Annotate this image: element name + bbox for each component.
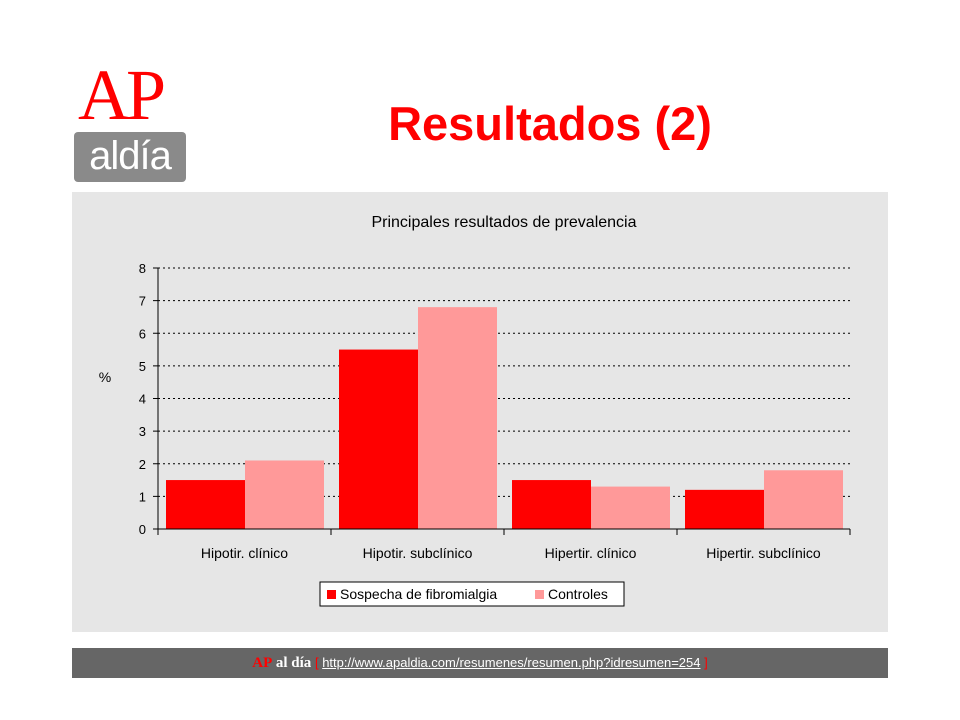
footer-bracket-open: [: [314, 655, 319, 670]
footer-bar: AP al día [ http://www.apaldia.com/resum…: [72, 648, 888, 678]
footer-aldia: al día: [275, 655, 312, 671]
chart-panel: Principales resultados de prevalencia 0 1 2…: [72, 192, 888, 632]
legend-box: [319, 581, 625, 607]
logo-aldia-text: aldía: [89, 134, 172, 178]
y-tick-label: 3: [139, 424, 146, 439]
y-tick-label: 4: [139, 392, 146, 407]
bar: [512, 480, 591, 529]
bar: [166, 480, 245, 529]
x-tick-label: Hipotir. subclínico: [363, 545, 473, 561]
bar: [764, 470, 843, 529]
page-title: Resultados (2): [388, 97, 712, 150]
legend-label: Sospecha de fibromialgia: [340, 586, 497, 602]
bar: [685, 489, 764, 529]
x-tick-label: Hipertir. clínico: [545, 545, 637, 561]
bar: [245, 460, 324, 529]
footer-ap: AP: [252, 655, 273, 671]
y-axis-label: %: [99, 369, 111, 385]
bar: [591, 486, 670, 529]
x-tick-label: Hipotir. clínico: [201, 545, 288, 561]
logo-ap-text: AP: [78, 55, 166, 135]
y-tick-label: 2: [139, 457, 146, 472]
footer-url-link[interactable]: http://www.apaldia.com/resumenes/resumen…: [322, 655, 701, 670]
y-tick-label: 7: [139, 294, 146, 309]
bar: [339, 349, 418, 529]
legend-label: Controles: [548, 586, 608, 602]
y-tick-label: 5: [139, 359, 146, 374]
bar: [418, 307, 497, 529]
chart-title: Principales resultados de prevalencia: [371, 214, 636, 231]
x-tick-label: Hipertir. subclínico: [706, 545, 821, 561]
bar-chart: Principales resultados de prevalencia 0 1 2…: [99, 214, 851, 607]
legend-swatch: [535, 590, 544, 599]
y-tick-label: 0: [139, 522, 146, 537]
apaldia-logo: AP aldía: [74, 55, 190, 184]
y-tick-label: 6: [139, 326, 146, 341]
y-tick-label: 8: [139, 261, 146, 276]
logo-aldia-box: aldía: [74, 132, 186, 182]
y-tick-label: 1: [139, 489, 146, 504]
legend-swatch: [327, 590, 336, 599]
footer-bracket-close: ]: [704, 655, 708, 670]
